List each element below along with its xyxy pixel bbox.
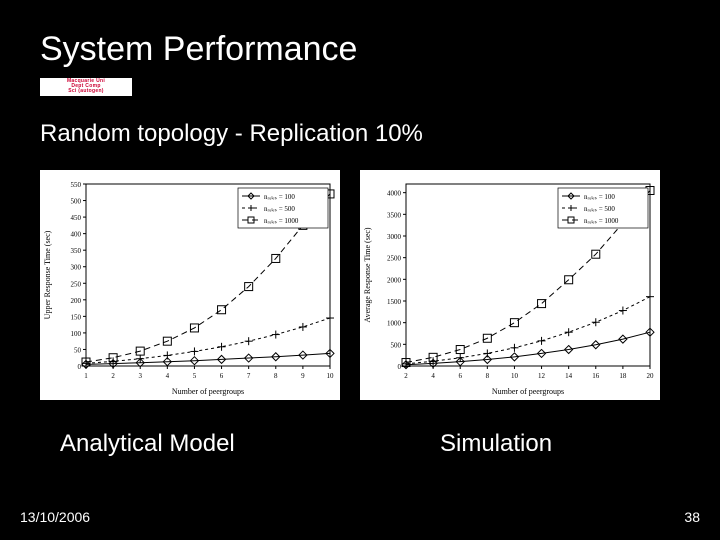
svg-text:Upper Response Time (sec): Upper Response Time (sec): [43, 230, 52, 319]
svg-text:nᵣᵤₗₑₛ = 1000: nᵣᵤₗₑₛ = 1000: [264, 217, 299, 225]
svg-text:8: 8: [274, 372, 278, 380]
svg-text:18: 18: [619, 372, 627, 380]
svg-text:250: 250: [71, 280, 82, 288]
svg-text:3500: 3500: [387, 211, 402, 219]
svg-text:4: 4: [166, 372, 170, 380]
svg-text:2: 2: [111, 372, 115, 380]
svg-text:12: 12: [538, 372, 546, 380]
slide-subtitle: Random topology - Replication 10%: [40, 120, 423, 148]
badge-line3: Sci (autogen): [68, 88, 104, 94]
svg-text:6: 6: [458, 372, 462, 380]
svg-text:Average Response Time (sec): Average Response Time (sec): [363, 227, 372, 323]
svg-text:14: 14: [565, 372, 573, 380]
svg-text:10: 10: [327, 372, 335, 380]
chart-simulation: 0 500 1000 1500 2000 2500 3000 3500 4000 2 4 6 8 10 12…: [360, 170, 660, 400]
svg-text:50: 50: [74, 346, 82, 354]
svg-text:Number of peergroups: Number of peergroups: [492, 387, 564, 396]
charts-container: 0501001502002503003504004505005501234567…: [40, 170, 660, 400]
svg-text:300: 300: [71, 264, 82, 272]
svg-text:nᵣᵤₗₑₛ = 100: nᵣᵤₗₑₛ = 100: [264, 193, 295, 201]
svg-text:500: 500: [71, 198, 82, 206]
svg-text:nᵣᵤₗₑₛ = 1000: nᵣᵤₗₑₛ = 1000: [584, 217, 619, 225]
svg-text:3000: 3000: [387, 233, 402, 241]
svg-text:6: 6: [220, 372, 224, 380]
title-badge: Macquarie Uni Dept Comp Sci (autogen): [40, 78, 132, 96]
slide-root: System Performance Macquarie Uni Dept Co…: [0, 0, 720, 540]
svg-text:Number of peergroups: Number of peergroups: [172, 387, 244, 396]
svg-text:0: 0: [78, 363, 82, 371]
svg-text:0: 0: [398, 363, 402, 371]
svg-text:8: 8: [486, 372, 490, 380]
footer-page-number: 38: [684, 509, 700, 525]
svg-text:550: 550: [71, 181, 82, 189]
slide-title: System Performance: [40, 30, 357, 69]
svg-text:3: 3: [138, 372, 142, 380]
chart-analytical-svg: 0 50 100 150 200 250 300 350 400 450 500 550 1 2 3 4 5 6 7…: [40, 170, 340, 400]
svg-text:2000: 2000: [387, 276, 402, 284]
svg-text:5: 5: [193, 372, 197, 380]
svg-text:4000: 4000: [387, 190, 402, 198]
svg-text:nᵣᵤₗₑₛ = 100: nᵣᵤₗₑₛ = 100: [584, 193, 615, 201]
svg-text:350: 350: [71, 247, 82, 255]
svg-text:10: 10: [511, 372, 519, 380]
svg-text:2500: 2500: [387, 255, 402, 263]
svg-text:16: 16: [592, 372, 600, 380]
svg-text:20: 20: [647, 372, 655, 380]
svg-text:nᵣᵤₗₑₛ = 500: nᵣᵤₗₑₛ = 500: [584, 205, 615, 213]
svg-text:100: 100: [71, 330, 82, 338]
svg-text:nᵣᵤₗₑₛ = 500: nᵣᵤₗₑₛ = 500: [264, 205, 295, 213]
caption-simulation: Simulation: [440, 430, 552, 458]
footer-date: 13/10/2006: [20, 509, 90, 525]
svg-text:400: 400: [71, 231, 82, 239]
svg-text:1: 1: [84, 372, 88, 380]
caption-analytical: Analytical Model: [60, 430, 235, 458]
svg-text:7: 7: [247, 372, 251, 380]
svg-text:150: 150: [71, 313, 82, 321]
svg-text:1000: 1000: [387, 320, 402, 328]
svg-text:1500: 1500: [387, 298, 402, 306]
svg-text:500: 500: [391, 341, 402, 349]
svg-text:450: 450: [71, 214, 82, 222]
svg-text:200: 200: [71, 297, 82, 305]
chart-simulation-svg: 0 500 1000 1500 2000 2500 3000 3500 4000 2 4 6 8 10 12…: [360, 170, 660, 400]
svg-text:9: 9: [301, 372, 305, 380]
svg-text:2: 2: [404, 372, 408, 380]
svg-text:4: 4: [431, 372, 435, 380]
chart-analytical: 0 50 100 150 200 250 300 350 400 450 500 550 1 2 3 4 5 6 7…: [40, 170, 340, 400]
